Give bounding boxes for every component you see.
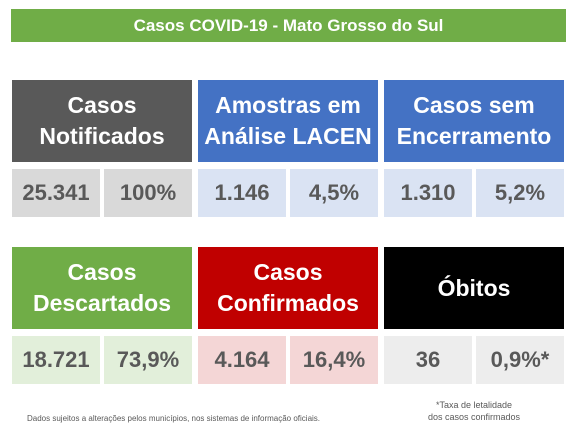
header-label-line2: Descartados [32, 290, 172, 316]
header-label-line2: Notificados [39, 123, 165, 149]
percent-casos-confirmados: 16,4% [290, 336, 378, 384]
value-casos-sem-encerramento: 1.310 [384, 169, 472, 217]
header-label-line2: Análise LACEN [204, 123, 372, 149]
lethality-note: *Taxa de letalidade dos casos confirmado… [404, 399, 544, 423]
header-label-line1: Amostras em [215, 92, 361, 118]
value-amostras-analise: 1.146 [198, 169, 286, 217]
value-casos-notificados: 25.341 [12, 169, 100, 217]
header-label-line2: Encerramento [396, 123, 552, 149]
header-obitos: Óbitos [384, 247, 564, 329]
header-label-line1: Óbitos [437, 274, 511, 301]
value-casos-confirmados: 4.164 [198, 336, 286, 384]
header-label-line1: Casos sem [413, 92, 535, 118]
percent-obitos: 0,9%* [476, 336, 564, 384]
header-casos-sem-encerramento: Casos sem Encerramento [384, 80, 564, 162]
lethality-note-line1: *Taxa de letalidade [435, 400, 513, 410]
header-casos-notificados: Casos Notificados [12, 80, 192, 162]
header-label-line1: Casos [67, 259, 137, 285]
percent-amostras-analise: 4,5% [290, 169, 378, 217]
percent-casos-sem-encerramento: 5,2% [476, 169, 564, 217]
header-casos-confirmados: Casos Confirmados [198, 247, 378, 329]
value-casos-descartados: 18.721 [12, 336, 100, 384]
page-title: Casos COVID-19 - Mato Grosso do Sul [133, 15, 444, 35]
lethality-note-line2: dos casos confirmados [427, 412, 521, 422]
header-amostras-analise: Amostras em Análise LACEN [198, 80, 378, 162]
title-banner: Casos COVID-19 - Mato Grosso do Sul [11, 9, 566, 42]
percent-casos-notificados: 100% [104, 169, 192, 217]
data-disclaimer: Dados sujeitos a alterações pelos municí… [27, 414, 321, 423]
percent-casos-descartados: 73,9% [104, 336, 192, 384]
value-obitos: 36 [384, 336, 472, 384]
header-label-line1: Casos [67, 92, 137, 118]
header-label-line2: Confirmados [217, 290, 359, 316]
header-casos-descartados: Casos Descartados [12, 247, 192, 329]
header-label-line1: Casos [253, 259, 323, 285]
